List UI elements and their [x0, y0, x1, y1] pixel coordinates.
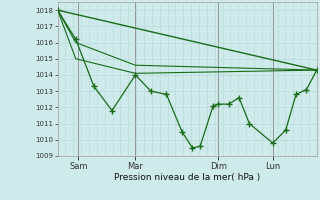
X-axis label: Pression niveau de la mer( hPa ): Pression niveau de la mer( hPa )	[114, 173, 260, 182]
